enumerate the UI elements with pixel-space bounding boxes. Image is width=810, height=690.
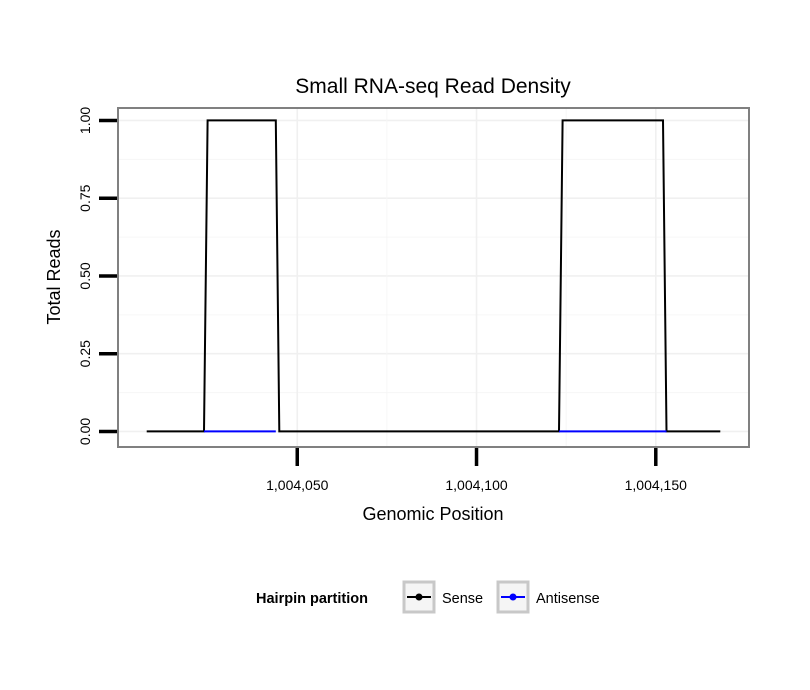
legend-title: Hairpin partition <box>256 591 368 607</box>
x-axis-title: Genomic Position <box>362 504 503 524</box>
y-tick-label: 1.00 <box>77 107 93 134</box>
y-tick-label: 0.50 <box>77 262 93 289</box>
plot-panel-border <box>117 107 750 448</box>
legend: Hairpin partition Sense Antisense <box>256 580 600 614</box>
series-layer <box>146 119 721 433</box>
legend-item-antisense: Antisense <box>496 580 600 614</box>
y-tick-label: 0.75 <box>77 184 93 211</box>
x-tick-label: 1,004,100 <box>445 477 507 493</box>
legend-label: Sense <box>442 591 483 607</box>
legend-label: Antisense <box>536 591 600 607</box>
x-axis: 1,004,050 1,004,100 1,004,150 <box>266 448 687 493</box>
y-tick-label: 0.25 <box>77 340 93 367</box>
grid <box>118 108 749 447</box>
y-axis: 0.00 0.25 0.50 0.75 1.00 <box>77 107 117 445</box>
x-tick-label: 1,004,150 <box>625 477 687 493</box>
legend-key-point <box>509 593 517 601</box>
y-axis-title: Total Reads <box>44 229 64 324</box>
y-tick-label: 0.00 <box>77 418 93 445</box>
chart-title: Small RNA-seq Read Density <box>295 75 571 98</box>
legend-item-sense: Sense <box>402 580 483 614</box>
x-tick-label: 1,004,050 <box>266 477 328 493</box>
legend-key-point <box>415 593 423 601</box>
series-line-sense <box>146 119 721 433</box>
legend-items: Sense Antisense <box>402 580 600 614</box>
